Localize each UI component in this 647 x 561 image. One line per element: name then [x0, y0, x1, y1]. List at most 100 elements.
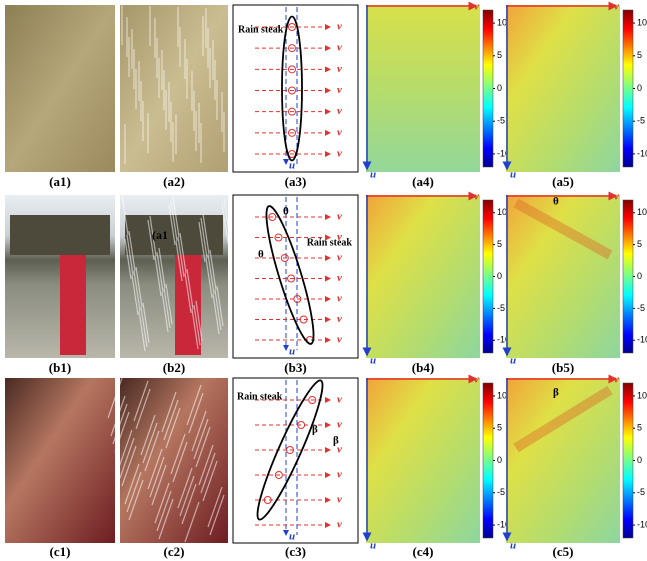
colorbar	[483, 10, 493, 167]
colorbar-label: -5	[637, 487, 645, 497]
photo	[5, 5, 115, 172]
caption: (a2)	[163, 174, 185, 189]
colorbar	[623, 10, 633, 167]
colorbar	[623, 200, 633, 353]
colorbar-label: 10	[497, 390, 507, 400]
v-label: v	[337, 293, 342, 305]
heatmap	[366, 195, 480, 358]
heatmap-angle: θ	[553, 196, 559, 208]
rain-label: Rain steak	[237, 391, 283, 402]
v-label: v	[337, 334, 342, 346]
u-axis-label: u	[370, 169, 376, 181]
caption: (a1)	[49, 174, 71, 189]
v-label: v	[337, 272, 342, 284]
v-axis-label: v	[474, 1, 479, 13]
v-label: v	[337, 252, 342, 264]
v-label: v	[337, 494, 342, 506]
caption: (c3)	[285, 544, 306, 559]
colorbar-label: -5	[497, 487, 505, 497]
caption: (b1)	[49, 360, 71, 375]
rain-label: Rain steak	[307, 237, 353, 248]
colorbar-label: 0	[637, 271, 642, 281]
photo	[5, 378, 115, 543]
girl	[60, 255, 86, 355]
v-label: v	[337, 419, 342, 431]
angle-label: θ	[283, 206, 289, 218]
v-label: v	[337, 148, 342, 160]
colorbar-label: 10	[497, 207, 507, 217]
v-label: v	[337, 313, 342, 325]
heatmap	[366, 5, 480, 172]
colorbar	[483, 200, 493, 353]
u-axis-label: u	[510, 540, 516, 552]
v-label: v	[337, 84, 342, 96]
v-axis-label: v	[614, 374, 619, 386]
caption: (b3)	[284, 360, 306, 375]
v-label: v	[337, 63, 342, 75]
rain-label: Rain steak	[238, 24, 284, 35]
building	[10, 215, 110, 255]
colorbar	[623, 383, 633, 538]
u-axis-label: u	[370, 540, 376, 552]
colorbar-label: -5	[637, 116, 645, 126]
colorbar-label: 0	[637, 83, 642, 93]
caption: (b5)	[552, 360, 574, 375]
angle-label: θ	[258, 249, 264, 261]
heatmap	[506, 378, 620, 543]
colorbar-label: -10	[637, 148, 647, 158]
colorbar-label: -10	[637, 335, 647, 345]
v-axis-label: v	[474, 191, 479, 203]
colorbar-label: -5	[637, 303, 645, 313]
v-label: v	[337, 21, 342, 33]
v-label: v	[337, 105, 342, 117]
v-label: v	[337, 211, 342, 223]
heatmap-angle: β	[553, 387, 559, 399]
caption: (a4)	[412, 174, 434, 189]
colorbar-label: -5	[497, 116, 505, 126]
v-label: v	[337, 42, 342, 54]
angle-label: β	[312, 424, 318, 436]
colorbar-label: 5	[497, 50, 502, 60]
colorbar-label: 10	[637, 207, 647, 217]
v-label: v	[337, 394, 342, 406]
v-axis-label: v	[614, 1, 619, 13]
colorbar-label: 0	[497, 83, 502, 93]
colorbar-label: -5	[497, 303, 505, 313]
caption: (c4)	[413, 544, 434, 559]
caption: (b2)	[163, 360, 185, 375]
colorbar-label: 5	[637, 50, 642, 60]
colorbar-label: -10	[637, 519, 647, 529]
u-label: u	[289, 346, 295, 358]
u-axis-label: u	[510, 169, 516, 181]
colorbar-label: 10	[637, 17, 647, 27]
colorbar-label: 5	[637, 239, 642, 249]
angle-label: β	[333, 435, 339, 447]
heatmap	[366, 378, 480, 543]
heatmap	[506, 5, 620, 172]
figure: uvvvvvvvRain steakvu1050-5-10vu1050-5-10…	[0, 0, 647, 561]
v-label: v	[337, 469, 342, 481]
caption: (b4)	[412, 360, 434, 375]
caption: (c5)	[553, 544, 574, 559]
caption: (c2)	[164, 544, 185, 559]
u-axis-label: u	[370, 355, 376, 367]
colorbar-label: 10	[637, 390, 647, 400]
overlay-text: (a1	[152, 228, 168, 242]
colorbar	[483, 383, 493, 538]
caption: (a3)	[285, 174, 307, 189]
colorbar-label: 10	[497, 17, 507, 27]
v-label: v	[337, 519, 342, 531]
colorbar-label: 5	[637, 423, 642, 433]
u-label: u	[289, 531, 295, 543]
heatmap	[506, 195, 620, 358]
u-axis-label: u	[510, 355, 516, 367]
colorbar-label: 5	[497, 423, 502, 433]
colorbar-label: 0	[637, 455, 642, 465]
colorbar-label: 0	[497, 455, 502, 465]
v-label: v	[337, 126, 342, 138]
caption: (a5)	[552, 174, 574, 189]
v-axis-label: v	[474, 374, 479, 386]
colorbar-label: 0	[497, 271, 502, 281]
v-axis-label: v	[614, 191, 619, 203]
caption: (c1)	[50, 544, 71, 559]
